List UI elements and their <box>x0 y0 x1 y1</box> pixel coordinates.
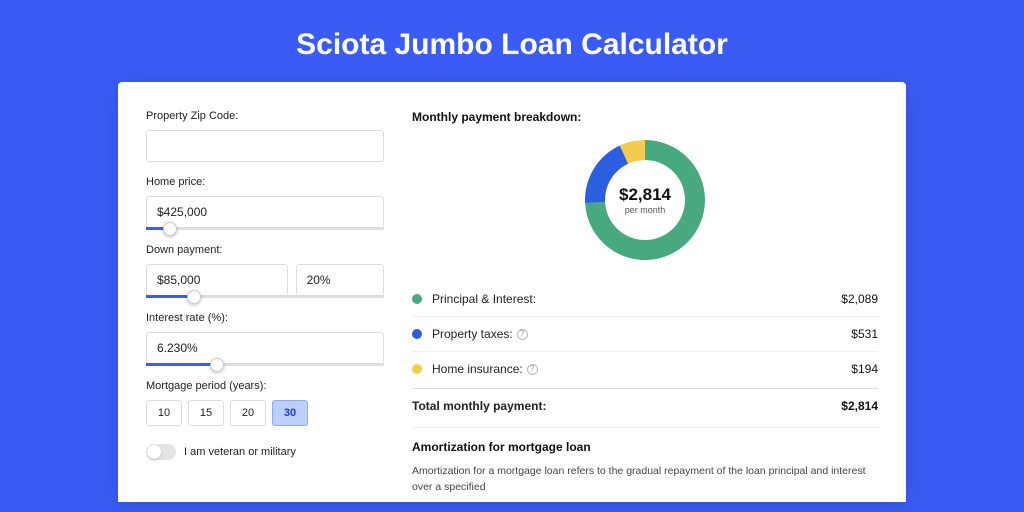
legend-row: Home insurance:?$194 <box>412 352 878 386</box>
down-payment-label: Down payment: <box>146 244 384 256</box>
legend-row: Property taxes:?$531 <box>412 317 878 352</box>
period-btn-30[interactable]: 30 <box>272 400 308 426</box>
home-price-field: Home price: <box>146 176 384 230</box>
info-icon[interactable]: ? <box>527 364 538 375</box>
legend: Principal & Interest:$2,089Property taxe… <box>412 282 878 386</box>
total-value: $2,814 <box>841 399 878 413</box>
period-field: Mortgage period (years): 10152030 <box>146 380 384 426</box>
legend-value: $2,089 <box>841 292 878 306</box>
breakdown-column: Monthly payment breakdown: $2,814 per mo… <box>412 110 878 502</box>
period-btn-20[interactable]: 20 <box>230 400 266 426</box>
period-btn-10[interactable]: 10 <box>146 400 182 426</box>
veteran-row: I am veteran or military <box>146 444 384 460</box>
calculator-card: Property Zip Code: Home price: Down paym… <box>118 82 906 502</box>
zip-label: Property Zip Code: <box>146 110 384 122</box>
home-price-slider[interactable] <box>146 227 384 230</box>
veteran-label: I am veteran or military <box>184 446 296 458</box>
legend-row: Principal & Interest:$2,089 <box>412 282 878 317</box>
period-label: Mortgage period (years): <box>146 380 384 392</box>
donut-center: $2,814 per month <box>619 185 671 215</box>
legend-dot <box>412 329 422 339</box>
donut-amount: $2,814 <box>619 185 671 205</box>
donut-chart: $2,814 per month <box>581 136 709 264</box>
interest-rate-field: Interest rate (%): <box>146 312 384 366</box>
page-title: Sciota Jumbo Loan Calculator <box>0 0 1024 82</box>
period-btn-15[interactable]: 15 <box>188 400 224 426</box>
interest-rate-slider[interactable] <box>146 363 384 366</box>
home-price-label: Home price: <box>146 176 384 188</box>
breakdown-title: Monthly payment breakdown: <box>412 110 878 124</box>
period-options: 10152030 <box>146 400 384 426</box>
legend-value: $194 <box>851 362 878 376</box>
legend-label: Principal & Interest: <box>432 292 841 306</box>
form-column: Property Zip Code: Home price: Down paym… <box>146 110 384 502</box>
interest-rate-input[interactable] <box>146 332 384 364</box>
amortization-text: Amortization for a mortgage loan refers … <box>412 464 878 496</box>
down-payment-amount-input[interactable] <box>146 264 288 296</box>
total-label: Total monthly payment: <box>412 399 841 413</box>
legend-label: Property taxes:? <box>432 327 851 341</box>
amortization-title: Amortization for mortgage loan <box>412 427 878 464</box>
donut-sub: per month <box>619 205 671 215</box>
info-icon[interactable]: ? <box>517 329 528 340</box>
down-payment-pct-input[interactable] <box>296 264 384 296</box>
legend-dot <box>412 364 422 374</box>
legend-value: $531 <box>851 327 878 341</box>
legend-label: Home insurance:? <box>432 362 851 376</box>
zip-field: Property Zip Code: <box>146 110 384 162</box>
veteran-toggle[interactable] <box>146 444 176 460</box>
zip-input[interactable] <box>146 130 384 162</box>
home-price-input[interactable] <box>146 196 384 228</box>
down-payment-slider[interactable] <box>146 295 384 298</box>
total-row: Total monthly payment: $2,814 <box>412 388 878 427</box>
interest-rate-label: Interest rate (%): <box>146 312 384 324</box>
legend-dot <box>412 294 422 304</box>
donut-container: $2,814 per month <box>412 136 878 264</box>
toggle-knob <box>147 445 161 459</box>
down-payment-field: Down payment: <box>146 244 384 298</box>
